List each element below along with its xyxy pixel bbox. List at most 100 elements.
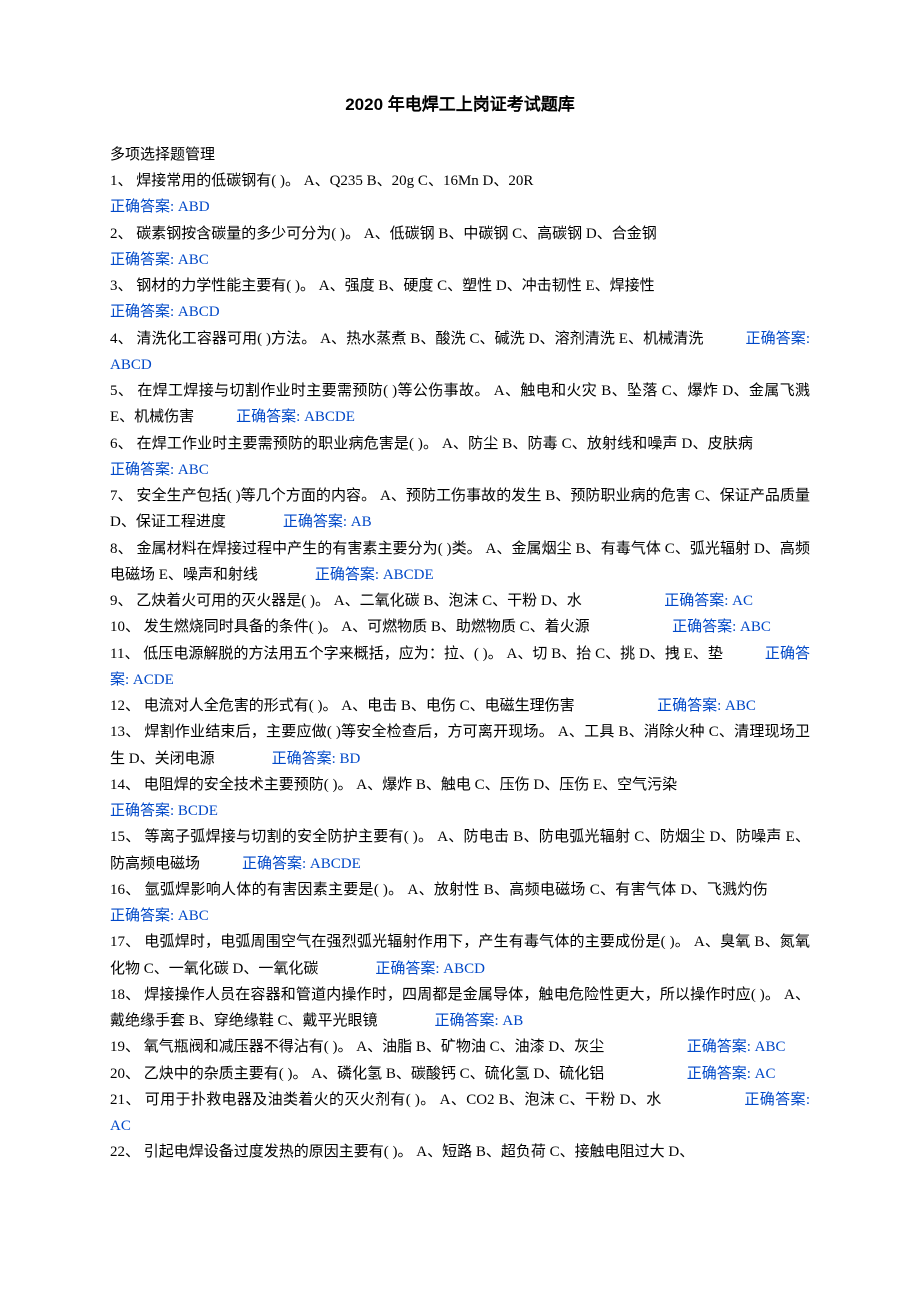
question-options: A、爆炸 B、触电 C、压伤 D、压伤 E、空气污染 <box>353 777 678 793</box>
correct-answer: 正确答案: <box>744 1092 810 1108</box>
question-number: 9、 <box>110 593 133 609</box>
question-item: 4、 清洗化工容器可用( )方法。 A、热水蒸煮 B、酸洗 C、碱洗 D、溶剂清… <box>110 326 810 379</box>
question-stem: 电流对人全危害的形式有( )。 <box>140 698 338 714</box>
question-number: 13、 <box>110 724 140 740</box>
question-item: 11、 低压电源解脱的方法用五个字来概括，应为：拉、( )。 A、切 B、抬 C… <box>110 641 810 694</box>
question-number: 1、 <box>110 173 133 189</box>
question-number: 4、 <box>110 331 133 347</box>
correct-answer: 正确答案: ABC <box>110 462 209 478</box>
correct-answer: 正确答案: ABD <box>110 199 210 215</box>
question-options: A、电击 B、电伤 C、电磁生理伤害 <box>338 698 575 714</box>
question-stem: 引起电焊设备过度发热的原因主要有( )。 <box>140 1144 413 1160</box>
question-options: A、CO2 B、泡沫 C、干粉 D、水 <box>436 1092 662 1108</box>
correct-answer: 正确答案: <box>657 698 721 714</box>
correct-answer: 正确答案: ABC <box>110 252 209 268</box>
question-stem: 电弧焊时，电弧周围空气在强烈弧光辐射作用下，产生有毒气体的主要成份是( )。 <box>140 934 690 950</box>
question-number: 7、 <box>110 488 133 504</box>
question-stem: 在焊工作业时主要需预防的职业病危害是( )。 <box>133 436 438 452</box>
correct-answer: 正确答案: <box>664 593 728 609</box>
correct-answer-code: ABC <box>740 619 771 635</box>
question-stem: 乙炔着火可用的灭火器是( )。 <box>133 593 331 609</box>
question-options: A、Q235 B、20g C、16Mn D、20R <box>300 173 533 189</box>
correct-answer: 正确答案: <box>687 1066 751 1082</box>
question-item: 3、 钢材的力学性能主要有( )。 A、强度 B、硬度 C、塑性 D、冲击韧性 … <box>110 273 810 326</box>
question-item: 2、 碳素钢按含碳量的多少可分为( )。 A、低碳钢 B、中碳钢 C、高碳钢 D… <box>110 221 810 274</box>
question-stem: 焊接操作人员在容器和管道内操作时，四周都是金属导体，触电危险性更大，所以操作时应… <box>140 987 780 1003</box>
question-item: 9、 乙炔着火可用的灭火器是( )。 A、二氧化碳 B、泡沫 C、干粉 D、水 正… <box>110 588 810 614</box>
question-number: 2、 <box>110 226 133 242</box>
question-stem: 可用于扑救电器及油类着火的灭火剂有( )。 <box>141 1092 436 1108</box>
question-number: 14、 <box>110 777 140 793</box>
correct-answer: 正确答案: AB <box>283 514 372 530</box>
question-options: A、二氧化碳 B、泡沫 C、干粉 D、水 <box>330 593 582 609</box>
correct-answer: 正确答案: ABCDE <box>242 856 361 872</box>
correct-answer: 正确答案: <box>687 1039 751 1055</box>
question-number: 12、 <box>110 698 140 714</box>
question-stem: 清洗化工容器可用( )方法。 <box>133 331 317 347</box>
correct-answer: 正确答案: ABC <box>110 908 209 924</box>
question-number: 15、 <box>110 829 141 845</box>
question-item: 7、 安全生产包括( )等几个方面的内容。 A、预防工伤事故的发生 B、预防职业… <box>110 483 810 536</box>
question-number: 17、 <box>110 934 140 950</box>
question-number: 21、 <box>110 1092 141 1108</box>
correct-answer: 正确答案: ABCD <box>375 961 485 977</box>
question-number: 6、 <box>110 436 133 452</box>
question-item: 12、 电流对人全危害的形式有( )。 A、电击 B、电伤 C、电磁生理伤害 正确… <box>110 693 810 719</box>
question-item: 15、 等离子弧焊接与切割的安全防护主要有( )。 A、防电击 B、防电弧光辐射… <box>110 824 810 877</box>
question-number: 20、 <box>110 1066 140 1082</box>
question-stem: 发生燃烧同时具备的条件( )。 <box>140 619 338 635</box>
correct-answer-code: ABC <box>755 1039 786 1055</box>
question-item: 21、 可用于扑救电器及油类着火的灭火剂有( )。 A、CO2 B、泡沫 C、干… <box>110 1087 810 1140</box>
question-stem: 在焊工焊接与切割作业时主要需预防( )等公伤事故。 <box>133 383 489 399</box>
question-stem: 氧气瓶阀和减压器不得沾有( )。 <box>140 1039 353 1055</box>
question-item: 17、 电弧焊时，电弧周围空气在强烈弧光辐射作用下，产生有毒气体的主要成份是( … <box>110 929 810 982</box>
correct-answer: 正确答案: BD <box>272 751 361 767</box>
question-item: 20、 乙炔中的杂质主要有( )。 A、磷化氢 B、碳酸钙 C、硫化氢 D、硫化… <box>110 1061 810 1087</box>
question-options: A、强度 B、硬度 C、塑性 D、冲击韧性 E、焊接性 <box>315 278 655 294</box>
correct-answer-code: AC <box>755 1066 776 1082</box>
correct-answer-code: ABC <box>725 698 756 714</box>
question-number: 3、 <box>110 278 133 294</box>
question-options: A、可燃物质 B、助燃物质 C、着火源 <box>338 619 590 635</box>
question-number: 22、 <box>110 1144 140 1160</box>
correct-answer: 正确答案: ABCD <box>110 304 220 320</box>
question-options: A、防尘 B、防毒 C、放射线和噪声 D、皮肤病 <box>438 436 753 452</box>
doc-title: 2020 年电焊工上岗证考试题库 <box>110 90 810 120</box>
question-stem: 金属材料在焊接过程中产生的有害素主要分为( )类。 <box>133 541 482 557</box>
correct-answer: 正确答案: AB <box>435 1013 524 1029</box>
question-stem: 钢材的力学性能主要有( )。 <box>133 278 316 294</box>
section-header: 多项选择题管理 <box>110 142 810 168</box>
question-stem: 焊接常用的低碳钢有( )。 <box>133 173 301 189</box>
question-item: 6、 在焊工作业时主要需预防的职业病危害是( )。 A、防尘 B、防毒 C、放射… <box>110 431 810 484</box>
question-number: 16、 <box>110 882 141 898</box>
correct-answer: 正确答案: <box>672 619 736 635</box>
question-stem: 焊割作业结束后，主要应做( )等安全检查后，方可离开现场。 <box>140 724 554 740</box>
question-stem: 等离子弧焊接与切割的安全防护主要有( )。 <box>141 829 434 845</box>
question-number: 11、 <box>110 646 140 662</box>
question-stem: 碳素钢按含碳量的多少可分为( )。 <box>133 226 361 242</box>
question-stem: 安全生产包括( )等几个方面的内容。 <box>133 488 377 504</box>
question-stem: 氩弧焊影响人体的有害因素主要是( )。 <box>141 882 404 898</box>
question-number: 10、 <box>110 619 140 635</box>
question-item: 8、 金属材料在焊接过程中产生的有害素主要分为( )类。 A、金属烟尘 B、有毒… <box>110 536 810 589</box>
question-options: A、油脂 B、矿物油 C、油漆 D、灰尘 <box>353 1039 605 1055</box>
question-item: 19、 氧气瓶阀和减压器不得沾有( )。 A、油脂 B、矿物油 C、油漆 D、灰… <box>110 1034 810 1060</box>
correct-answer: 正确答案: BCDE <box>110 803 218 819</box>
question-options: A、切 B、抬 C、挑 D、拽 E、垫 <box>503 646 723 662</box>
question-number: 19、 <box>110 1039 140 1055</box>
question-stem: 电阻焊的安全技术主要预防( )。 <box>140 777 353 793</box>
question-item: 22、 引起电焊设备过度发热的原因主要有( )。 A、短路 B、超负荷 C、接触… <box>110 1139 810 1165</box>
question-stem: 乙炔中的杂质主要有( )。 <box>140 1066 308 1082</box>
question-number: 5、 <box>110 383 133 399</box>
question-list: 1、 焊接常用的低碳钢有( )。 A、Q235 B、20g C、16Mn D、2… <box>110 168 810 1166</box>
correct-answer: 正确答案: ABCDE <box>315 567 434 583</box>
correct-answer-code: AC <box>110 1118 131 1134</box>
question-item: 16、 氩弧焊影响人体的有害因素主要是( )。 A、放射性 B、高频电磁场 C、… <box>110 877 810 930</box>
question-options: A、磷化氢 B、碳酸钙 C、硫化氢 D、硫化铝 <box>308 1066 605 1082</box>
question-item: 5、 在焊工焊接与切割作业时主要需预防( )等公伤事故。 A、触电和火灾 B、坠… <box>110 378 810 431</box>
question-item: 18、 焊接操作人员在容器和管道内操作时，四周都是金属导体，触电危险性更大，所以… <box>110 982 810 1035</box>
question-options: A、放射性 B、高频电磁场 C、有害气体 D、飞溅灼伤 <box>403 882 768 898</box>
question-options: A、热水蒸煮 B、酸洗 C、碱洗 D、溶剂清洗 E、机械清洗 <box>316 331 703 347</box>
question-options: A、低碳钢 B、中碳钢 C、高碳钢 D、合金钢 <box>360 226 657 242</box>
question-item: 13、 焊割作业结束后，主要应做( )等安全检查后，方可离开现场。 A、工具 B… <box>110 719 810 772</box>
